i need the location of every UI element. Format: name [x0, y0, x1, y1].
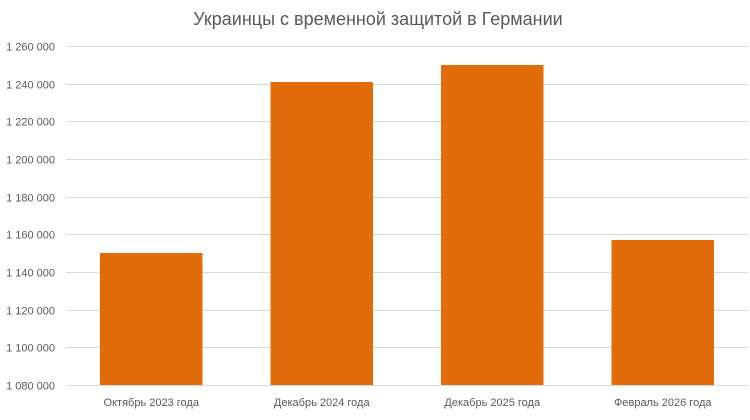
y-tick-label: 1 160 000 — [6, 230, 55, 242]
bar — [441, 64, 544, 385]
bars — [100, 64, 714, 386]
x-tick-label: Февраль 2026 года — [614, 397, 712, 409]
y-tick-label: 1 200 000 — [6, 155, 55, 167]
x-tick-label: Октябрь 2023 года — [104, 397, 200, 409]
bar — [100, 253, 203, 385]
x-tick-label: Декабрь 2025 года — [444, 397, 541, 409]
chart-title: Украинцы с временной защитой в Германии — [193, 9, 562, 29]
y-axis-ticks: 1 080 000 1 100 000 1 120 000 1 140 000 1 16… — [6, 42, 55, 393]
bar — [270, 81, 373, 386]
y-tick-label: 1 120 000 — [6, 306, 55, 318]
bar — [611, 239, 714, 385]
x-axis-ticks: Октябрь 2023 года Декабрь 2024 года Декабр… — [104, 397, 713, 409]
y-tick-label: 1 080 000 — [6, 381, 55, 393]
y-tick-label: 1 180 000 — [6, 193, 55, 205]
x-tick-label: Декабрь 2024 года — [274, 397, 371, 409]
y-tick-label: 1 220 000 — [6, 117, 55, 129]
y-tick-label: 1 240 000 — [6, 80, 55, 92]
y-tick-label: 1 140 000 — [6, 268, 55, 280]
y-tick-label: 1 260 000 — [6, 42, 55, 54]
y-tick-label: 1 100 000 — [6, 343, 55, 355]
